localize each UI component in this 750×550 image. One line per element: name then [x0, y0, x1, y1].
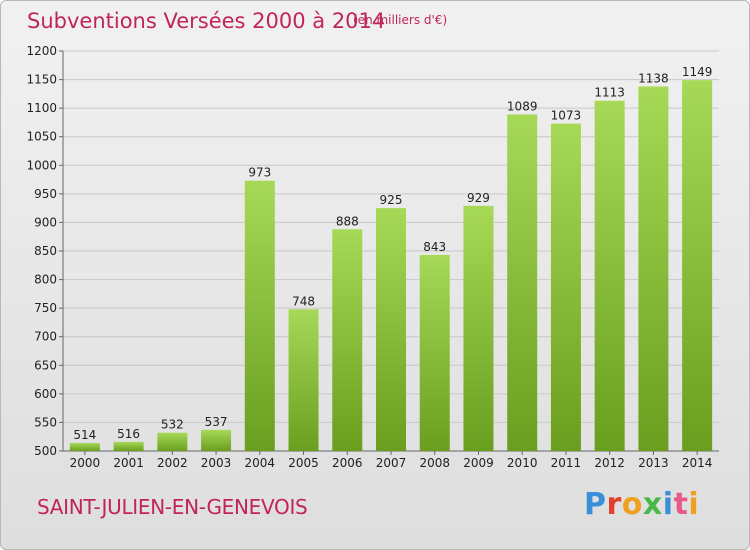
y-tick-label: 1000: [26, 158, 57, 172]
data-label: 1113: [594, 86, 625, 100]
bar: [463, 205, 494, 451]
x-tick-label: 2013: [638, 456, 669, 470]
y-tick-label: 600: [34, 387, 57, 401]
chart-title: Subventions Versées 2000 à 2014: [27, 9, 386, 33]
data-label: 925: [380, 193, 403, 207]
y-tick-label: 700: [34, 330, 57, 344]
bar: [332, 229, 363, 451]
x-tick-label: 2000: [70, 456, 101, 470]
data-label: 1149: [682, 65, 713, 79]
data-label: 929: [467, 191, 490, 205]
town-name: SAINT-JULIEN-EN-GENEVOIS: [37, 495, 308, 519]
x-tick-label: 2008: [419, 456, 450, 470]
data-label: 1089: [507, 99, 538, 113]
bar: [594, 100, 625, 451]
x-tick-label: 2011: [551, 456, 582, 470]
y-tick-label: 950: [34, 187, 57, 201]
bar: [550, 123, 581, 452]
data-label: 1073: [551, 109, 582, 123]
y-tick-label: 500: [34, 444, 57, 458]
y-tick-label: 550: [34, 415, 57, 429]
data-label: 532: [161, 418, 184, 432]
data-label: 888: [336, 214, 359, 228]
x-tick-label: 2014: [682, 456, 713, 470]
y-tick-label: 900: [34, 215, 57, 229]
bar: [638, 86, 669, 451]
bar: [419, 255, 450, 451]
bar: [682, 80, 713, 452]
x-tick-label: 2003: [201, 456, 232, 470]
chart-subtitle: (en milliers d'€): [353, 13, 448, 27]
x-tick-label: 2006: [332, 456, 363, 470]
x-tick-label: 2007: [376, 456, 407, 470]
data-label: 1138: [638, 71, 669, 85]
x-tick-label: 2012: [594, 456, 625, 470]
y-tick-label: 1100: [26, 101, 57, 115]
x-tick-label: 2001: [113, 456, 144, 470]
y-tick-label: 1150: [26, 73, 57, 87]
y-tick-label: 1050: [26, 130, 57, 144]
bar: [157, 432, 188, 451]
x-tick-label: 2005: [288, 456, 319, 470]
bar: [69, 443, 100, 451]
y-tick-label: 1200: [26, 44, 57, 58]
y-tick-label: 800: [34, 273, 57, 287]
bars: [69, 80, 713, 452]
data-label: 843: [423, 240, 446, 254]
data-label: 516: [117, 427, 140, 441]
x-tick-label: 2010: [507, 456, 538, 470]
bar: [201, 429, 232, 451]
x-tick-label: 2004: [245, 456, 276, 470]
bar: [244, 180, 275, 451]
proxiti-logo[interactable]: Proxiti: [584, 487, 700, 522]
axes: 500 550 600 650 700 750 800 850 900 950 1000 1050 11…: [26, 44, 719, 470]
x-tick-label: 2002: [157, 456, 188, 470]
data-label: 514: [73, 428, 96, 442]
y-tick-label: 650: [34, 358, 57, 372]
bar: [376, 208, 406, 451]
bar: [288, 309, 319, 451]
data-label: 748: [292, 294, 315, 308]
bar: [113, 441, 144, 451]
data-label: 973: [248, 166, 271, 180]
y-tick-label: 850: [34, 244, 57, 258]
data-label: 537: [205, 415, 228, 429]
data-labels: 514 516 532 537 973 748 888 925 843 929 1089 1073 11…: [73, 65, 712, 442]
y-tick-label: 750: [34, 301, 57, 315]
x-tick-label: 2009: [463, 456, 494, 470]
bar: [507, 114, 538, 451]
